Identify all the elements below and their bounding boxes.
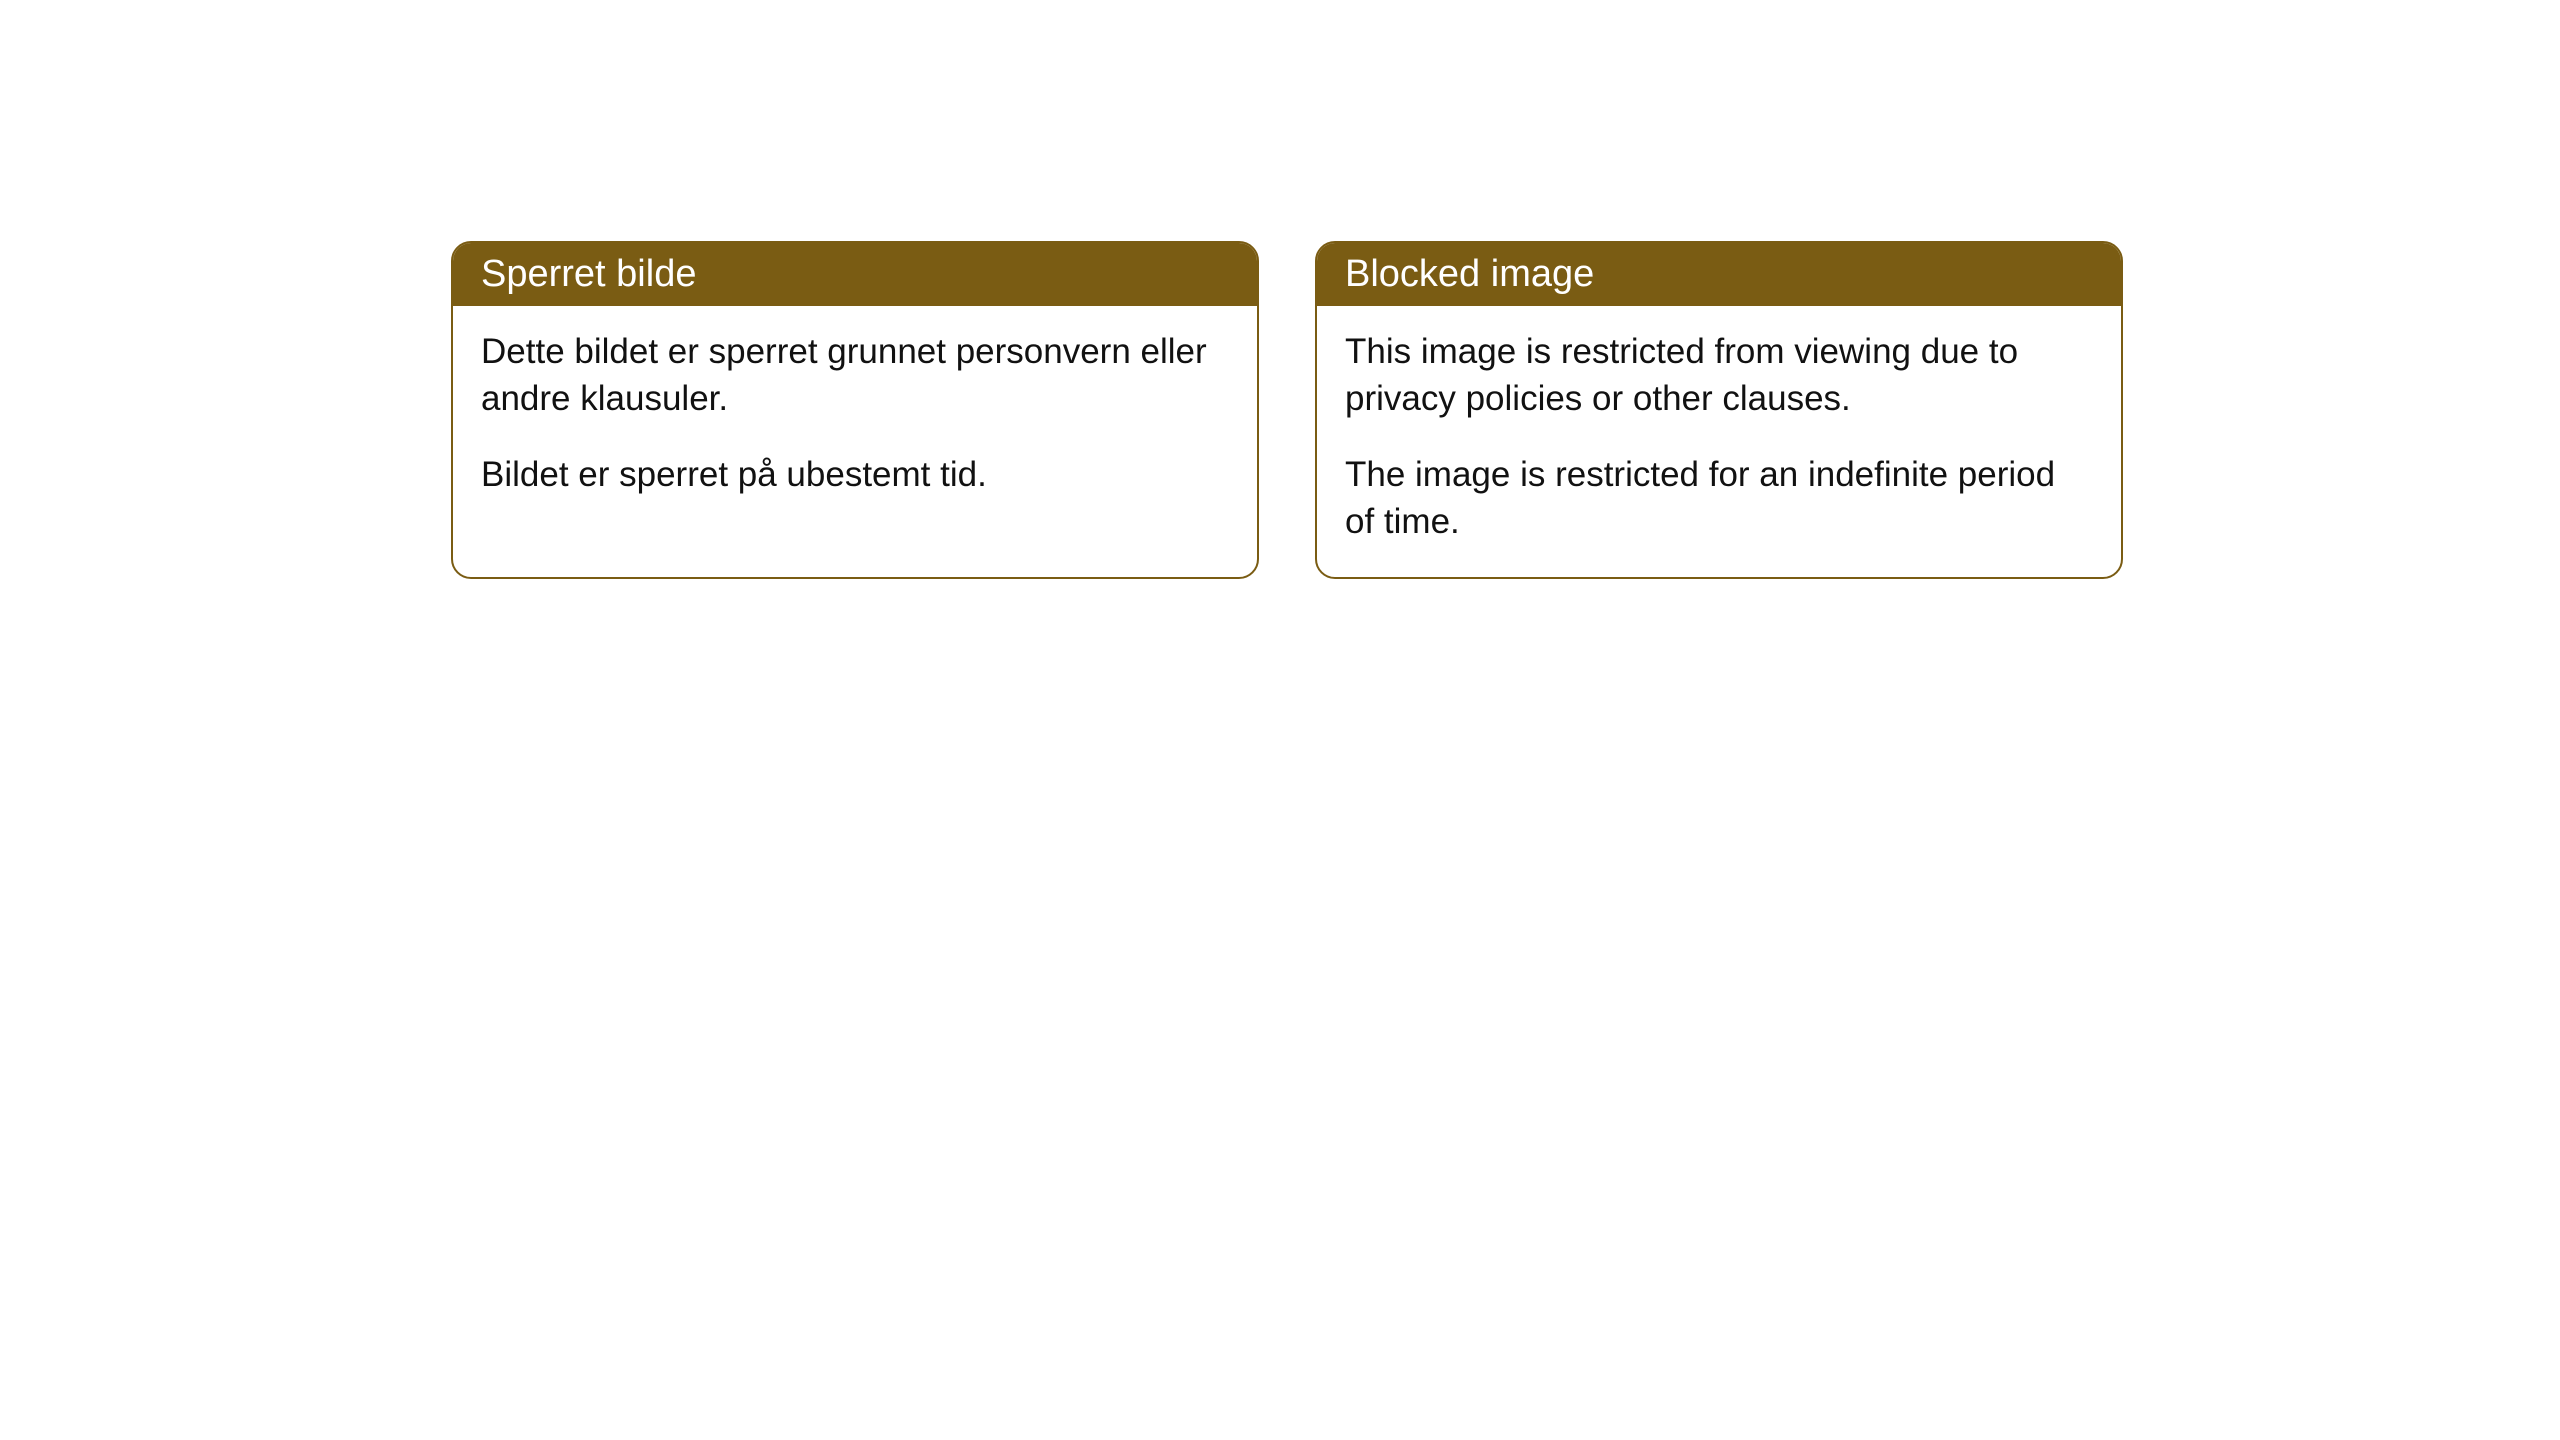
card-body: Dette bildet er sperret grunnet personve… (453, 306, 1257, 530)
card-paragraph-1: Dette bildet er sperret grunnet personve… (481, 328, 1229, 423)
card-title: Sperret bilde (481, 253, 696, 295)
card-title: Blocked image (1345, 253, 1594, 295)
card-paragraph-1: This image is restricted from viewing du… (1345, 328, 2093, 423)
card-container: Sperret bilde Dette bildet er sperret gr… (0, 0, 2560, 579)
card-header: Sperret bilde (453, 243, 1257, 306)
blocked-image-card-norwegian: Sperret bilde Dette bildet er sperret gr… (451, 241, 1259, 579)
card-header: Blocked image (1317, 243, 2121, 306)
blocked-image-card-english: Blocked image This image is restricted f… (1315, 241, 2123, 579)
card-paragraph-2: The image is restricted for an indefinit… (1345, 451, 2093, 546)
card-paragraph-2: Bildet er sperret på ubestemt tid. (481, 451, 1229, 498)
card-body: This image is restricted from viewing du… (1317, 306, 2121, 577)
